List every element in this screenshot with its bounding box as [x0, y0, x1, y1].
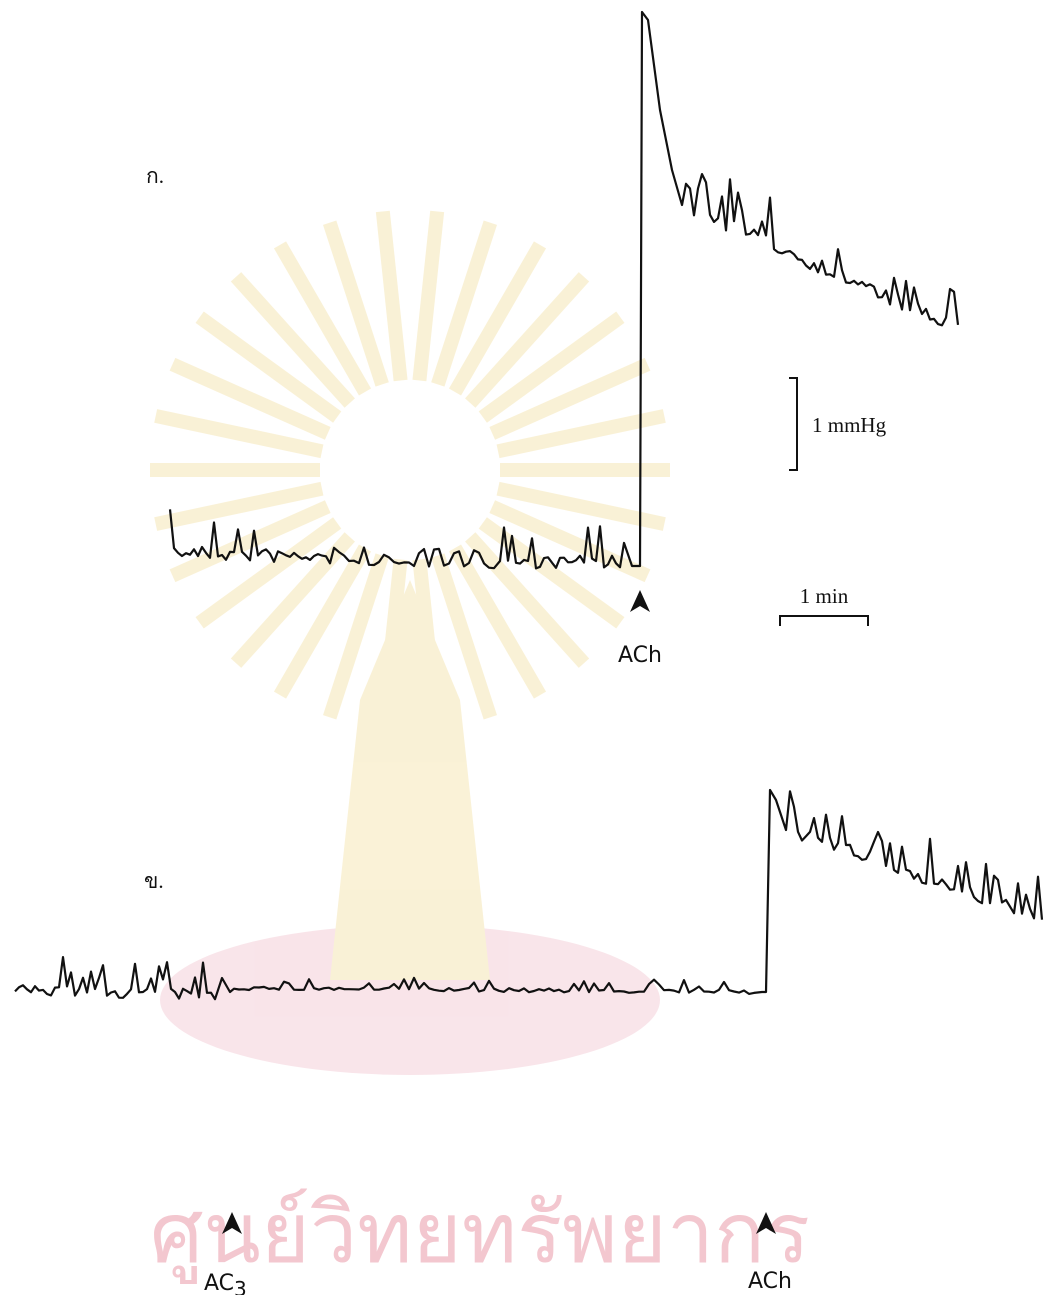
arrow-label: ACh	[618, 643, 662, 668]
watermark-emblem	[150, 211, 670, 1075]
watermark-text: ศูนย์วิทยทรัพยากร	[150, 1184, 810, 1284]
label-text: AC	[204, 1271, 234, 1295]
arrow-label: ACh	[748, 1269, 792, 1294]
figure: ศูนย์วิทยทรัพยากร ก. ข. 1 mmHg 1 min ACh…	[0, 0, 1061, 1295]
page: {"panels": [ {"label": "ก.", "arrows": […	[0, 0, 1061, 1295]
scale-bar-horizontal	[780, 616, 868, 626]
panel-label: ข.	[144, 869, 164, 893]
scale-label: 1 mmHg	[812, 413, 887, 437]
arrow	[630, 590, 650, 612]
scale-label: 1 min	[800, 584, 849, 608]
panel-label: ก.	[146, 164, 164, 188]
label-subscript: 3	[234, 1277, 247, 1295]
scale-bar-vertical	[789, 378, 797, 470]
